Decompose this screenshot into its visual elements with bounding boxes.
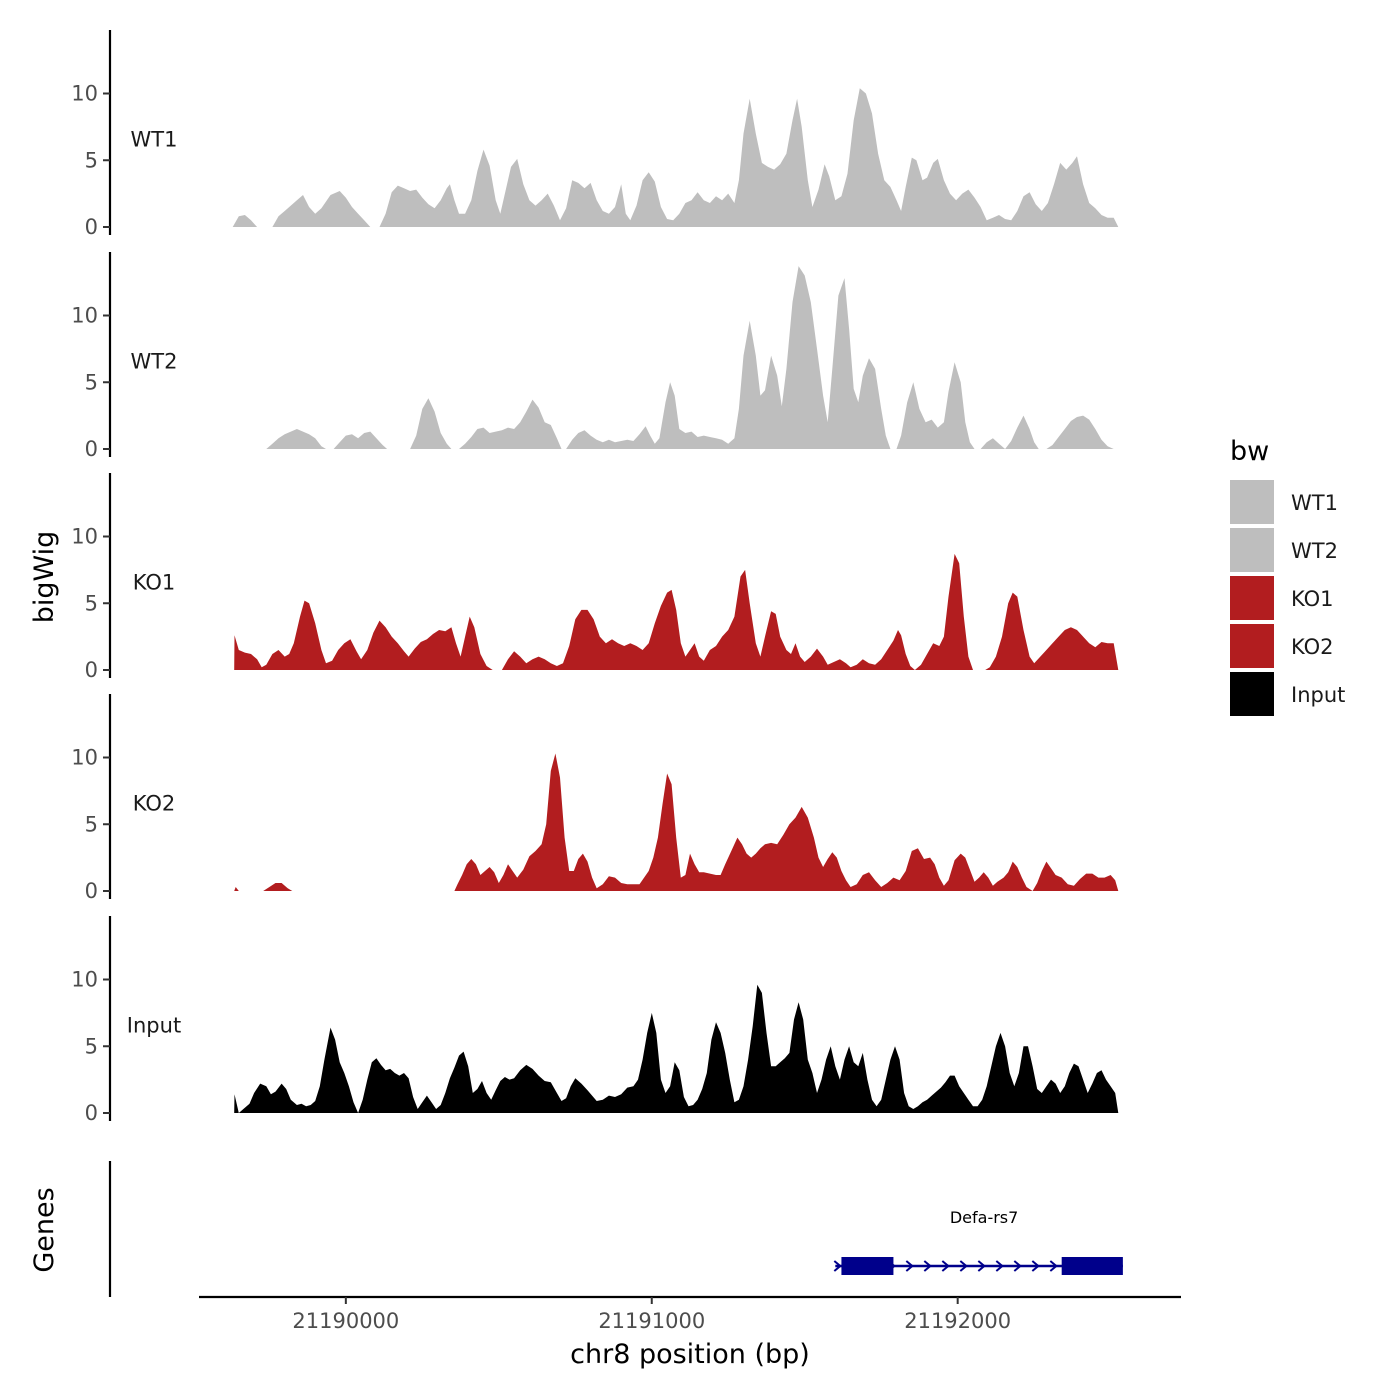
legend: bw WT1 WT2 KO1 KO2 Input xyxy=(1230,436,1345,716)
strand-arrow xyxy=(941,1260,950,1272)
y-axis-title: bigWig xyxy=(29,531,60,624)
x-tick-label: 21191000 xyxy=(598,1309,705,1333)
track-label: WT2 xyxy=(131,350,178,374)
gene-defa-rs7: Defa-rs7 xyxy=(833,1208,1123,1275)
y-tick-label: 0 xyxy=(85,879,98,903)
genes-layer: Defa-rs7 xyxy=(108,1161,1123,1297)
legend-title: bw xyxy=(1230,436,1269,467)
x-axis: 21190000 21191000 21192000 xyxy=(199,1295,1181,1333)
gene-exon xyxy=(841,1257,894,1275)
x-tick-label: 21190000 xyxy=(292,1309,399,1333)
strand-arrow xyxy=(923,1260,932,1272)
track-ko1: 0 5 10 KO1 xyxy=(71,473,1119,682)
legend-label: Input xyxy=(1291,683,1345,707)
y-tick-label: 5 xyxy=(85,148,98,172)
legend-item-wt1: WT1 xyxy=(1230,480,1338,524)
signal-area-wt2 xyxy=(266,266,1114,449)
y-tick-label: 0 xyxy=(85,215,98,239)
y-tick-label: 0 xyxy=(85,1101,98,1125)
legend-item-wt2: WT2 xyxy=(1230,528,1338,572)
track-label: Input xyxy=(127,1014,181,1038)
legend-item-ko2: KO2 xyxy=(1230,624,1334,668)
y-tick-label: 10 xyxy=(71,304,98,328)
signal-area-ko2 xyxy=(234,753,1119,891)
y-tick-label: 10 xyxy=(71,82,98,106)
legend-item-ko1: KO1 xyxy=(1230,576,1334,620)
strand-arrow xyxy=(1013,1260,1022,1272)
genes-panel-title: Genes xyxy=(29,1187,60,1272)
x-axis-title: chr8 position (bp) xyxy=(570,1339,810,1370)
y-tick-label: 0 xyxy=(85,437,98,461)
gene-exon xyxy=(1061,1257,1123,1275)
strand-arrow xyxy=(959,1260,968,1272)
track-label: KO1 xyxy=(133,571,176,595)
signal-area-input xyxy=(234,984,1119,1113)
track-input: 0 5 10 Input xyxy=(71,916,1119,1125)
strand-arrow xyxy=(995,1260,1004,1272)
legend-label: WT2 xyxy=(1291,539,1338,563)
legend-swatch xyxy=(1230,528,1274,572)
legend-label: WT1 xyxy=(1291,491,1338,515)
legend-item-input: Input xyxy=(1230,672,1345,716)
strand-arrow xyxy=(1031,1260,1040,1272)
legend-label: KO2 xyxy=(1291,635,1334,659)
strand-arrow xyxy=(833,1260,842,1272)
legend-swatch xyxy=(1230,624,1274,668)
y-tick-label: 5 xyxy=(85,1034,98,1058)
legend-label: KO1 xyxy=(1291,587,1334,611)
track-label: WT1 xyxy=(131,128,178,152)
legend-swatch xyxy=(1230,672,1274,716)
track-label: KO2 xyxy=(133,792,176,816)
strand-arrow xyxy=(977,1260,986,1272)
strand-arrow xyxy=(1049,1260,1058,1272)
signal-area-ko1 xyxy=(234,553,1119,670)
track-wt2: 0 5 10 WT2 xyxy=(71,252,1114,461)
y-tick-label: 10 xyxy=(71,525,98,549)
x-tick-label: 21192000 xyxy=(904,1309,1011,1333)
y-tick-label: 5 xyxy=(85,591,98,615)
y-tick-label: 5 xyxy=(85,812,98,836)
track-ko2: 0 5 10 KO2 xyxy=(71,694,1119,903)
y-tick-label: 10 xyxy=(71,746,98,770)
y-tick-label: 5 xyxy=(85,370,98,394)
signal-area-wt1 xyxy=(232,88,1119,227)
legend-swatch xyxy=(1230,480,1274,524)
y-tick-label: 10 xyxy=(71,968,98,992)
legend-swatch xyxy=(1230,576,1274,620)
gene-label: Defa-rs7 xyxy=(950,1208,1018,1227)
tracks-layer: 0 5 10 WT1 0 5 10 WT2 0 5 10 KO1 0 5 10 KO2 0 5 10 Input xyxy=(71,30,1119,1125)
track-wt1: 0 5 10 WT1 xyxy=(71,30,1119,239)
strand-arrow xyxy=(905,1260,914,1272)
y-tick-label: 0 xyxy=(85,658,98,682)
